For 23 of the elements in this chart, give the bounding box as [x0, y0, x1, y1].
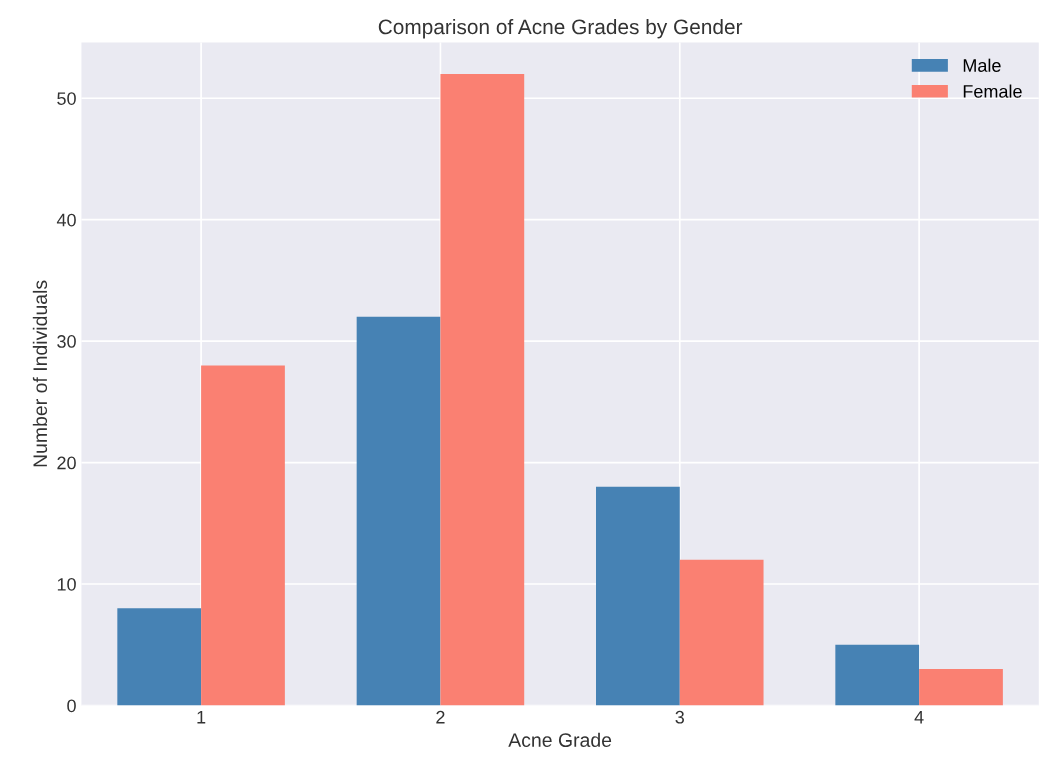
x-tick-label: 2 [436, 710, 445, 724]
chart-title: Comparison of Acne Grades by Gender [378, 18, 743, 39]
bar [679, 559, 764, 706]
x-tick-label: 1 [197, 710, 206, 724]
x-tick-label: 3 [675, 710, 684, 724]
y-tick-label: 0 [67, 699, 76, 713]
y-tick-label: 30 [57, 335, 76, 348]
bar [356, 316, 441, 706]
legend-label: Male [963, 58, 1001, 72]
y-tick-label: 10 [57, 577, 76, 591]
y-tick-label: 40 [56, 213, 76, 227]
y-tick-label: 20 [57, 456, 76, 470]
bar [117, 608, 202, 706]
bar [835, 644, 920, 706]
legend-label: Female [963, 84, 1022, 98]
x-axis-title: Acne Grade [508, 732, 612, 747]
y-axis-title: Number of Individuals [32, 280, 48, 467]
bar [201, 365, 285, 706]
bar [596, 486, 680, 706]
bar [919, 669, 1003, 706]
x-tick-label: 4 [914, 710, 924, 724]
bar [440, 73, 525, 706]
y-tick-label: 50 [57, 92, 76, 105]
